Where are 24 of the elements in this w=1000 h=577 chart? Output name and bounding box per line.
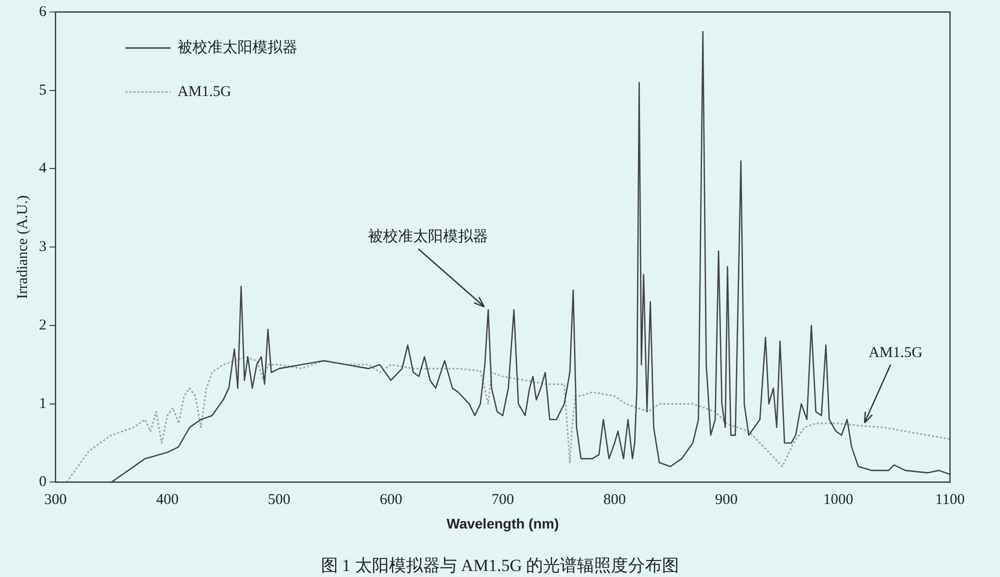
y-tick-label: 1 [39,396,46,412]
x-tick-label: 600 [380,492,402,508]
y-axis-title: Irradiance (A.U.) [14,195,31,299]
x-tick-label: 300 [44,492,67,508]
y-tick-label: 5 [39,82,46,98]
x-tick-label: 1100 [935,492,965,508]
y-tick-label: 6 [39,4,47,20]
x-tick-label: 400 [156,492,179,508]
x-tick-label: 900 [715,492,738,508]
x-tick-label: 1000 [823,492,854,508]
y-tick-label: 3 [39,239,46,256]
y-tick-label: 2 [39,317,46,334]
x-tick-label: 500 [268,492,290,508]
line-series [66,356,950,482]
legend-label: 被校准太阳模拟器 [178,38,298,56]
caption: 图 1 太阳模拟器与 AM1.5G 的光谱辐照度分布图 [320,556,680,575]
legend-label: AM1.5G [178,84,232,100]
annotation: AM1.5G [868,345,923,362]
x-axis-title: Wavelength (nm) [446,515,559,532]
x-tick-label: 700 [492,492,514,508]
annotation: 被校准太阳模拟器 [368,228,488,246]
y-tick-label: 4 [39,160,47,177]
y-tick-label: 0 [39,474,46,490]
x-tick-label: 800 [603,492,626,508]
